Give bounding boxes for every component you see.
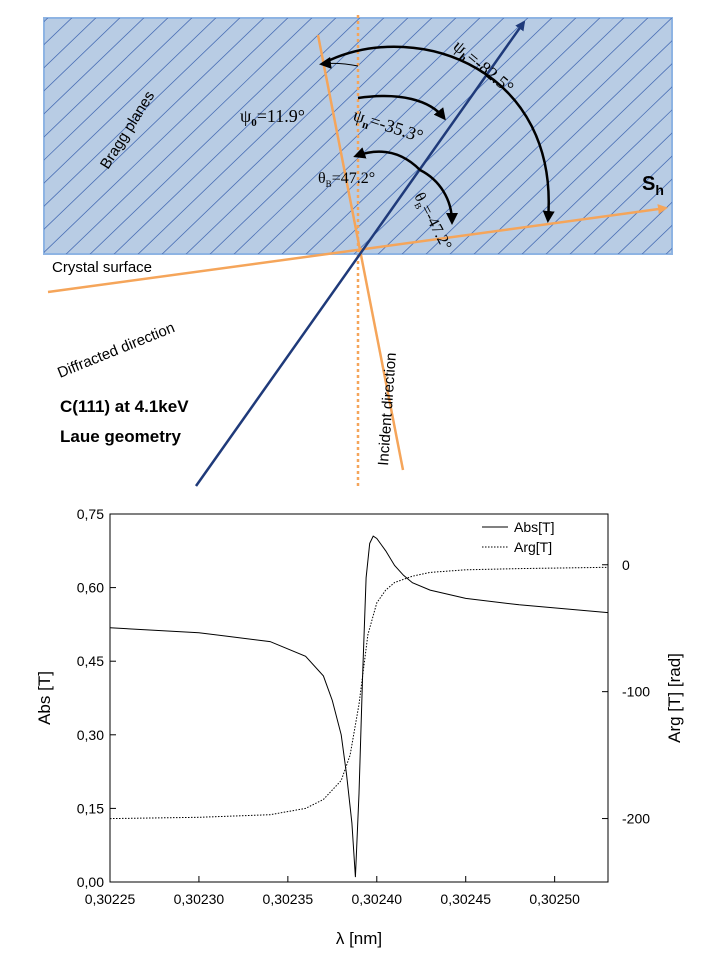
- x-tick-label: 0,30225: [85, 891, 136, 907]
- x-tick-label: 0,30235: [263, 891, 314, 907]
- bragg-plane-hatch-line: [44, 18, 169, 138]
- bragg-plane-hatch-line: [401, 18, 649, 254]
- x-tick-label: 0,30245: [440, 891, 491, 907]
- y2-axis-label: Arg [T] [rad]: [665, 653, 684, 743]
- x-tick-label: 0,30230: [174, 891, 225, 907]
- y-tick-label: 0,60: [77, 580, 104, 596]
- crystal-diagram: Bragg planes Crystal surface Diffracted …: [0, 10, 720, 488]
- title-line-1: C(111) at 4.1keV: [60, 397, 189, 416]
- bragg-plane-hatch-line: [329, 18, 577, 254]
- bragg-plane-hatch-line: [305, 18, 553, 254]
- y-tick-label: 0,15: [77, 800, 104, 816]
- incident-direction-label: Incident direction: [375, 352, 400, 466]
- chart: 0,30225 0,30230 0,30235 0,30240 0,30245 0,302…: [35, 506, 684, 948]
- bragg-plane-hatch-line: [617, 201, 672, 254]
- plot-frame: [109, 513, 609, 883]
- y2-axis-ticks: 0 -100 -200: [602, 557, 650, 827]
- psi0-label: ψ0=11.9°: [240, 106, 305, 129]
- bragg-plane-hatch-line: [44, 18, 217, 184]
- bragg-plane-hatch-line: [353, 18, 601, 254]
- y2-tick-label: -100: [622, 684, 650, 700]
- x-axis-label: λ [nm]: [336, 929, 382, 948]
- bragg-plane-hatch-line: [449, 40, 672, 254]
- bragg-plane-hatch-line: [497, 86, 672, 254]
- bragg-plane-hatch-line: [65, 18, 313, 254]
- y-axis-label: Abs [T]: [35, 671, 54, 725]
- bragg-plane-hatch-line: [44, 18, 265, 230]
- bragg-plane-hatch-line: [0, 10, 8, 260]
- title-line-2: Laue geometry: [60, 427, 181, 446]
- legend-label-abs: Abs[T]: [514, 519, 554, 535]
- series-line-abs: [110, 535, 608, 878]
- bragg-plane-hatch-line: [44, 18, 193, 161]
- bragg-plane-hatch-line: [44, 18, 145, 115]
- bragg-plane-hatch-line: [44, 18, 241, 207]
- bragg-plane-hatch-line: [521, 109, 672, 254]
- legend-label-arg: Arg[T]: [514, 539, 552, 555]
- y-tick-label: 0,00: [77, 874, 104, 890]
- series-line-arg: [110, 566, 608, 820]
- bragg-plane-hatch-line: [113, 18, 361, 254]
- x-tick-label: 0,30250: [529, 891, 580, 907]
- y2-tick-label: -200: [622, 811, 650, 827]
- y-tick-label: 0,45: [77, 653, 104, 669]
- y2-tick-label: 0: [622, 557, 630, 573]
- bragg-plane-hatch-line: [44, 18, 97, 69]
- bragg-plane-hatch-line: [593, 178, 672, 254]
- diffracted-direction-label: Diffracted direction: [55, 319, 177, 382]
- thetaB-right-arc: [419, 168, 458, 225]
- x-axis-ticks: 0,30225 0,30230 0,30235 0,30240 0,30245 0,302…: [85, 876, 580, 907]
- bragg-plane-hatch-line: [209, 18, 457, 254]
- bragg-plane-hatch-line: [185, 18, 433, 254]
- legend: Abs[T] Arg[T]: [482, 519, 554, 555]
- sh-label: Sh: [642, 173, 664, 198]
- psi0-arc: [319, 56, 359, 69]
- bragg-plane-hatch-line: [137, 18, 385, 254]
- bragg-plane-hatch-line: [0, 10, 32, 260]
- bragg-plane-hatch-line: [44, 18, 289, 253]
- thetaB-left-arc: [353, 147, 421, 171]
- bragg-plane-hatch-line: [473, 63, 672, 254]
- bragg-plane-hatch-line: [161, 18, 409, 254]
- y-tick-label: 0,75: [77, 506, 104, 522]
- bragg-plane-hatch-line: [425, 18, 672, 254]
- psih-arc: [329, 45, 555, 223]
- diffracted-direction-line: [194, 20, 526, 487]
- series-layer: [110, 535, 608, 878]
- bragg-plane-hatch-line: [281, 18, 529, 254]
- psin-arc: [357, 94, 446, 121]
- bragg-plane-hatch-line: [708, 10, 720, 260]
- y-tick-label: 0,30: [77, 727, 104, 743]
- bragg-plane-hatch-line: [44, 18, 121, 92]
- bragg-plane-hatch-line: [257, 18, 505, 254]
- bragg-plane-hatch-line: [684, 10, 720, 260]
- bragg-plane-hatch-line: [569, 155, 672, 254]
- crystal-surface-label: Crystal surface: [52, 259, 152, 276]
- bragg-plane-hatch-line: [89, 18, 337, 254]
- thetaB-left-label: θB=47.2°: [318, 170, 375, 189]
- x-tick-label: 0,30240: [351, 891, 402, 907]
- y-axis-ticks: 0,00 0,15 0,30 0,45 0,60 0,75: [77, 506, 116, 890]
- bragg-plane-hatch-line: [377, 18, 625, 254]
